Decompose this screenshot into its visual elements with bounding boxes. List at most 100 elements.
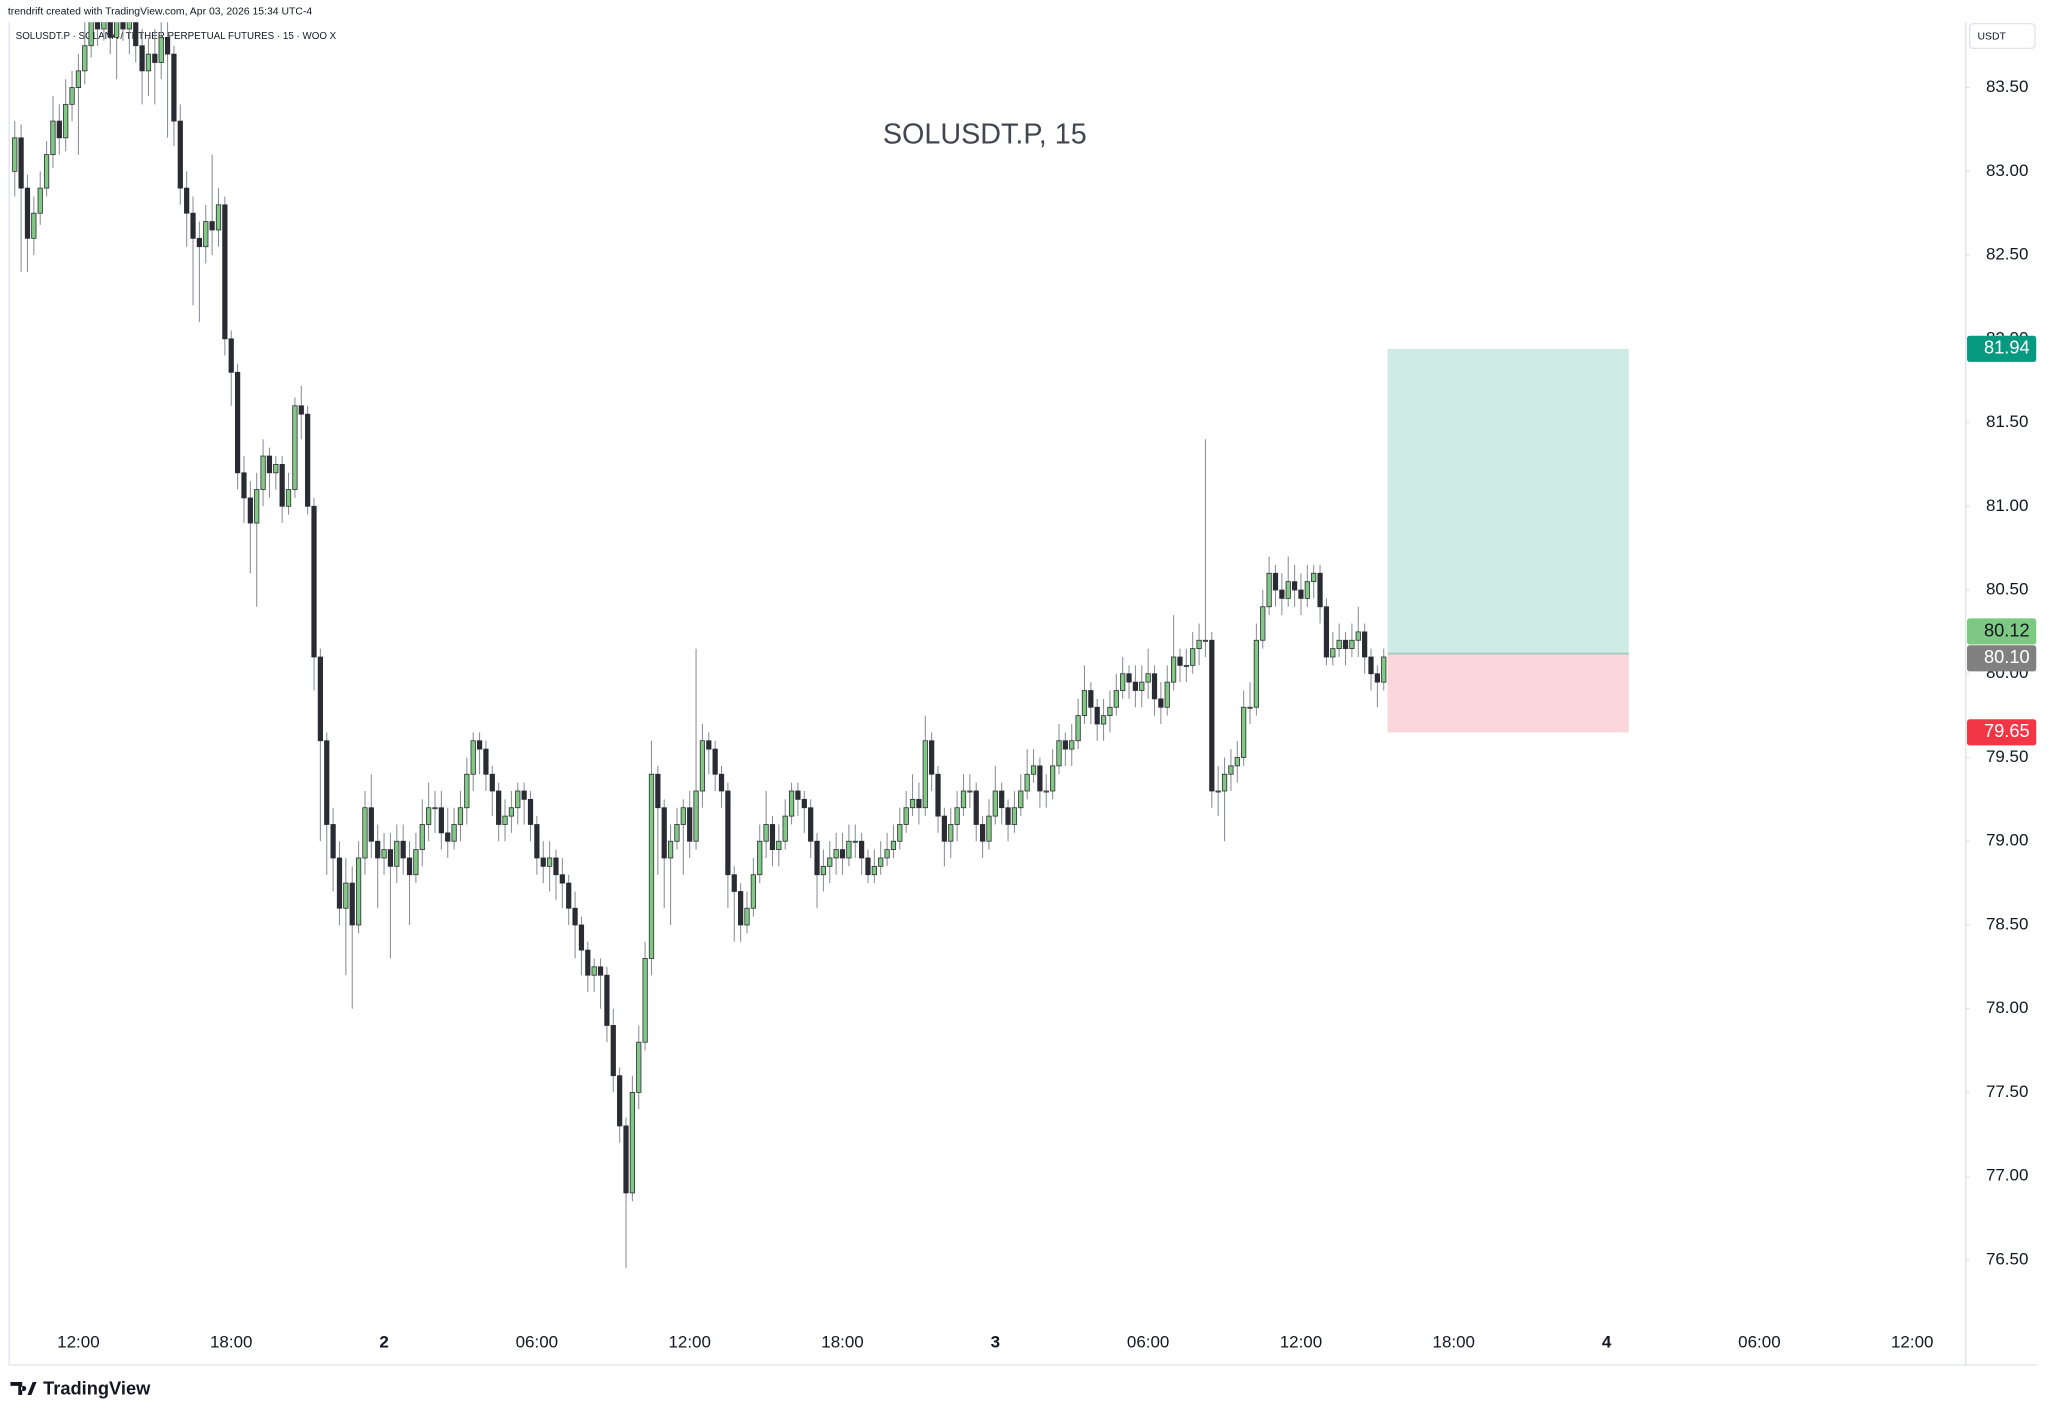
candle-body bbox=[693, 790, 699, 842]
candle-body bbox=[967, 790, 973, 793]
candle-body bbox=[992, 790, 998, 817]
candle-body bbox=[916, 798, 922, 809]
candle-body bbox=[1139, 681, 1145, 691]
candle-body bbox=[1190, 648, 1196, 666]
y-tick-label: 83.50 bbox=[1986, 77, 2028, 96]
candle-body bbox=[1062, 740, 1068, 750]
candle-body bbox=[343, 882, 349, 909]
candle-body bbox=[400, 840, 406, 859]
y-tick-label: 81.50 bbox=[1986, 412, 2028, 431]
candle-body bbox=[101, 22, 107, 30]
candle-body bbox=[1177, 656, 1183, 666]
tradingview-logo: TradingView bbox=[10, 1378, 151, 1399]
candle-body bbox=[43, 154, 50, 189]
candle-body bbox=[254, 489, 260, 524]
y-tick-label: 80.50 bbox=[1986, 580, 2028, 599]
candle-body bbox=[546, 857, 553, 867]
candle-body bbox=[1285, 581, 1291, 599]
candle-body bbox=[37, 187, 43, 214]
candle-body bbox=[1043, 790, 1049, 793]
candle-body bbox=[1164, 681, 1170, 708]
candle-body bbox=[839, 849, 846, 859]
candle-body bbox=[1381, 656, 1387, 683]
candle-body bbox=[311, 505, 317, 658]
x-tick-label: 18:00 bbox=[821, 1332, 863, 1351]
candle-body bbox=[1120, 673, 1126, 691]
candle-body bbox=[94, 22, 101, 30]
y-tick-label: 78.50 bbox=[1986, 914, 2028, 933]
x-tick-label: 06:00 bbox=[1738, 1332, 1780, 1351]
candle-body bbox=[164, 36, 171, 55]
candle-body bbox=[476, 740, 483, 750]
candle-body bbox=[973, 790, 979, 825]
candle-body bbox=[1018, 790, 1024, 809]
candle-body bbox=[1374, 673, 1380, 683]
candle-body bbox=[858, 840, 865, 859]
candle-body bbox=[833, 849, 839, 859]
candle-body bbox=[750, 874, 756, 909]
x-tick-label: 2 bbox=[379, 1332, 388, 1351]
candle-body bbox=[1342, 639, 1349, 650]
candle-body bbox=[610, 1025, 616, 1077]
candle-body bbox=[718, 773, 725, 792]
y-tick-label: 83.00 bbox=[1986, 161, 2028, 180]
candle-body bbox=[317, 656, 323, 742]
candle-body bbox=[241, 472, 247, 499]
candle-body bbox=[1241, 706, 1247, 758]
candle-body bbox=[744, 907, 750, 926]
y-tick-label: 79.50 bbox=[1986, 747, 2028, 766]
candle-body bbox=[604, 974, 610, 1026]
x-tick-label: 06:00 bbox=[516, 1332, 558, 1351]
candle-body bbox=[1311, 572, 1317, 583]
candle-body bbox=[368, 807, 374, 842]
currency: USDT bbox=[1977, 31, 2006, 42]
target-label: 81.94 bbox=[1984, 337, 2030, 358]
candle-body bbox=[1215, 790, 1221, 793]
candle-body bbox=[145, 53, 152, 72]
candle-body bbox=[1094, 706, 1100, 725]
candle-body bbox=[1011, 807, 1018, 825]
candle-body bbox=[667, 840, 674, 859]
last-price-label: 80.10 bbox=[1984, 646, 2030, 667]
candle-body bbox=[795, 790, 801, 800]
candle-body bbox=[871, 865, 877, 876]
candle-body bbox=[190, 212, 196, 239]
candle-body bbox=[203, 221, 209, 248]
candle-body bbox=[82, 45, 88, 72]
candle-body bbox=[782, 815, 788, 842]
candle-body bbox=[381, 849, 387, 859]
candle-body bbox=[578, 924, 585, 951]
x-tick-label: 3 bbox=[991, 1332, 1000, 1351]
candle-body bbox=[1183, 664, 1189, 667]
candle-body bbox=[470, 740, 476, 775]
x-tick-label: 18:00 bbox=[1433, 1332, 1475, 1351]
candle-body bbox=[674, 824, 680, 842]
candle-body bbox=[324, 740, 330, 825]
candle-body bbox=[152, 53, 158, 63]
candle-body bbox=[209, 221, 215, 231]
candle-body bbox=[336, 857, 343, 909]
candle-body bbox=[508, 807, 515, 817]
candle-body bbox=[222, 204, 228, 340]
candle-body bbox=[820, 865, 827, 876]
candle-body bbox=[1024, 773, 1030, 792]
y-tick-label: 77.50 bbox=[1986, 1082, 2028, 1101]
logo-text: TradingView bbox=[43, 1378, 151, 1399]
stop-box bbox=[1967, 719, 2037, 746]
candle-body bbox=[375, 840, 381, 859]
candle-body bbox=[114, 22, 120, 38]
candle-body bbox=[69, 87, 75, 105]
candle-body bbox=[1202, 639, 1209, 642]
candle-body bbox=[349, 882, 355, 926]
candle-body bbox=[903, 807, 909, 825]
candle-body bbox=[1050, 765, 1056, 792]
candle-body bbox=[1317, 572, 1323, 608]
candle-body bbox=[648, 773, 655, 959]
candle-body bbox=[776, 840, 782, 850]
candle-body bbox=[126, 22, 132, 30]
candle-body bbox=[878, 857, 884, 867]
candle-body bbox=[909, 798, 916, 809]
currency-box[interactable] bbox=[1968, 22, 2036, 50]
candle-body bbox=[1253, 639, 1259, 708]
candle-body bbox=[1113, 690, 1119, 708]
